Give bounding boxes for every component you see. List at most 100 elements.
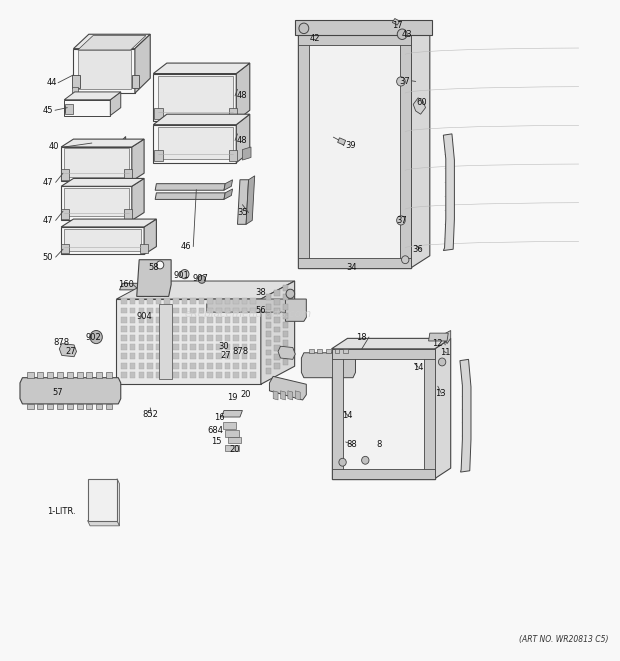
Polygon shape — [67, 372, 73, 377]
Polygon shape — [90, 140, 126, 145]
Polygon shape — [87, 521, 120, 525]
Bar — [207, 326, 213, 332]
Polygon shape — [132, 139, 144, 181]
Polygon shape — [246, 176, 255, 224]
Bar — [173, 363, 179, 369]
Polygon shape — [270, 376, 306, 400]
Polygon shape — [61, 219, 156, 227]
Bar — [224, 335, 230, 341]
Bar — [283, 303, 288, 309]
Bar — [233, 326, 239, 332]
Text: 88: 88 — [347, 440, 357, 449]
Text: 19: 19 — [228, 393, 238, 402]
Bar — [130, 317, 136, 323]
Bar — [207, 344, 213, 350]
Polygon shape — [140, 244, 148, 253]
Polygon shape — [154, 149, 162, 161]
Bar — [156, 298, 161, 304]
Bar — [207, 298, 213, 304]
Polygon shape — [64, 188, 129, 216]
Bar — [173, 354, 179, 360]
Bar — [164, 298, 170, 304]
Bar — [283, 331, 288, 337]
Text: 684: 684 — [207, 426, 223, 435]
Bar — [207, 307, 213, 313]
Polygon shape — [78, 36, 146, 50]
Polygon shape — [332, 469, 435, 479]
Polygon shape — [237, 180, 249, 224]
Polygon shape — [67, 404, 73, 409]
Polygon shape — [298, 35, 412, 45]
Polygon shape — [413, 98, 425, 114]
Polygon shape — [57, 404, 63, 409]
Bar — [130, 335, 136, 341]
Bar — [190, 317, 196, 323]
Bar — [182, 326, 187, 332]
Polygon shape — [154, 108, 162, 120]
Bar — [283, 313, 288, 319]
Text: 14: 14 — [413, 363, 423, 371]
Bar — [242, 326, 247, 332]
Bar — [224, 298, 230, 304]
Bar — [224, 326, 230, 332]
Polygon shape — [47, 404, 53, 409]
Polygon shape — [428, 333, 448, 341]
Polygon shape — [335, 349, 340, 353]
Polygon shape — [137, 260, 171, 296]
Circle shape — [339, 458, 346, 466]
Polygon shape — [412, 23, 430, 268]
Bar — [266, 294, 272, 300]
Polygon shape — [61, 147, 132, 181]
Bar — [190, 326, 196, 332]
Bar — [156, 335, 161, 341]
Bar — [242, 307, 247, 313]
Bar — [266, 313, 272, 319]
Bar — [190, 363, 196, 369]
Bar — [122, 354, 127, 360]
Polygon shape — [106, 372, 112, 377]
Polygon shape — [236, 114, 250, 163]
Bar — [173, 326, 179, 332]
Text: 15: 15 — [211, 438, 222, 446]
Polygon shape — [332, 349, 435, 359]
Text: 58: 58 — [149, 263, 159, 272]
Bar — [216, 317, 221, 323]
Bar — [182, 344, 187, 350]
Text: 907: 907 — [193, 274, 208, 282]
Polygon shape — [37, 372, 43, 377]
Bar — [173, 317, 179, 323]
Polygon shape — [120, 284, 153, 290]
Polygon shape — [242, 147, 251, 160]
Bar — [250, 326, 256, 332]
Bar — [156, 326, 161, 332]
Bar — [224, 354, 230, 360]
Circle shape — [397, 77, 405, 86]
Polygon shape — [261, 281, 294, 384]
Polygon shape — [153, 114, 250, 125]
Polygon shape — [338, 137, 345, 145]
Bar — [275, 327, 280, 332]
Bar — [207, 335, 213, 341]
Bar — [182, 371, 187, 377]
Bar — [242, 298, 247, 304]
Bar — [122, 363, 127, 369]
Text: 878: 878 — [53, 338, 69, 347]
Polygon shape — [96, 404, 102, 409]
Bar — [224, 344, 230, 350]
Bar — [122, 317, 127, 323]
Bar — [199, 335, 205, 341]
Polygon shape — [117, 281, 294, 299]
Polygon shape — [401, 35, 412, 268]
Polygon shape — [332, 349, 435, 479]
Bar — [216, 335, 221, 341]
Bar — [190, 354, 196, 360]
Text: 17: 17 — [392, 20, 402, 30]
Bar — [147, 344, 153, 350]
Polygon shape — [61, 139, 144, 147]
Bar — [130, 363, 136, 369]
Polygon shape — [229, 108, 237, 120]
Polygon shape — [135, 34, 150, 93]
Polygon shape — [298, 35, 412, 268]
Polygon shape — [86, 404, 92, 409]
Bar — [139, 298, 144, 304]
